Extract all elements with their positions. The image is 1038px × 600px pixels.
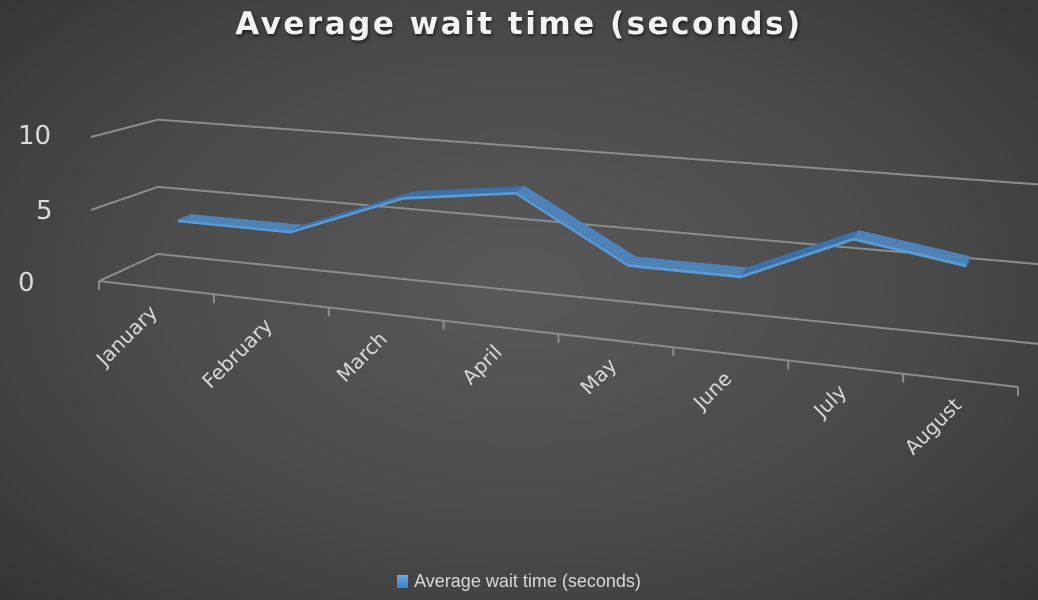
x-tick-label: February — [197, 313, 277, 393]
floor-back-edge — [98, 252, 1038, 345]
x-tick-label: April — [457, 340, 506, 389]
ribbon-front-edge[interactable] — [628, 264, 741, 279]
ribbon-segment[interactable] — [290, 191, 414, 231]
data-series-ribbon[interactable] — [177, 186, 970, 279]
floor-axis — [98, 252, 1038, 396]
ribbon-front-edge[interactable] — [853, 237, 967, 268]
ribbon-front-edge[interactable] — [177, 219, 291, 234]
gridline-10 — [90, 118, 1038, 186]
x-tick-label: March — [332, 327, 392, 387]
gridline-5 — [90, 185, 1038, 266]
ribbon-front-edge[interactable] — [740, 237, 854, 279]
ribbon-segment[interactable] — [177, 214, 303, 231]
ribbon-segment[interactable] — [515, 186, 637, 265]
y-tick-label: 5 — [36, 196, 53, 226]
x-tick-label: August — [900, 393, 967, 460]
x-tick-label: July — [807, 380, 851, 424]
ribbon-end-cap — [966, 256, 970, 268]
x-tick-label: January — [90, 300, 162, 372]
ribbon-front-edge[interactable] — [515, 191, 629, 268]
ribbon-front-edge[interactable] — [290, 197, 404, 234]
ribbon-segment[interactable] — [628, 256, 748, 276]
gridlines — [90, 118, 1038, 266]
ribbon-segment[interactable] — [403, 186, 525, 198]
x-tick-label: June — [687, 366, 736, 415]
legend-label: Average wait time (seconds) — [414, 571, 641, 591]
ribbon-front-edge[interactable] — [403, 191, 516, 200]
y-axis-labels: 0 5 10 — [18, 121, 53, 298]
square-swatch-icon — [397, 575, 409, 588]
ribbon-segment[interactable] — [853, 230, 970, 265]
ribbon-segment[interactable] — [740, 230, 859, 276]
y-tick-label: 10 — [18, 121, 51, 151]
chart-title: Average wait time (seconds) — [235, 6, 803, 42]
x-tick-label: May — [575, 353, 621, 399]
y-tick-label: 0 — [18, 268, 35, 298]
legend[interactable]: Average wait time (seconds) — [0, 571, 1038, 592]
